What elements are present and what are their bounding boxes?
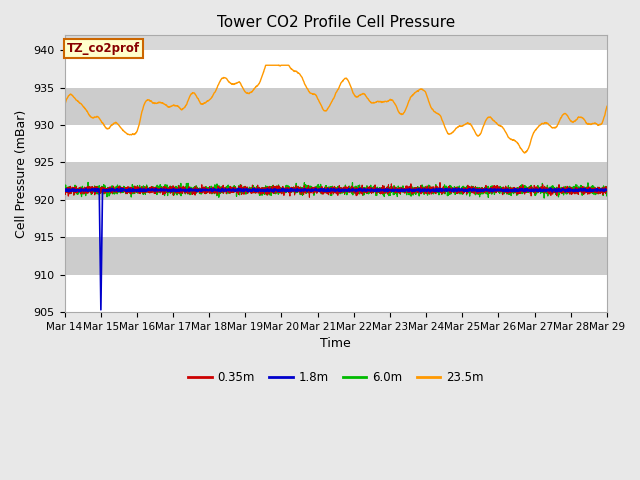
Y-axis label: Cell Pressure (mBar): Cell Pressure (mBar) — [15, 109, 28, 238]
Bar — [65, 50, 607, 88]
Legend: 0.35m, 1.8m, 6.0m, 23.5m: 0.35m, 1.8m, 6.0m, 23.5m — [183, 367, 488, 389]
X-axis label: Time: Time — [321, 337, 351, 350]
Bar — [65, 200, 607, 237]
Title: Tower CO2 Profile Cell Pressure: Tower CO2 Profile Cell Pressure — [216, 15, 455, 30]
Text: TZ_co2prof: TZ_co2prof — [67, 42, 140, 55]
Bar — [65, 237, 607, 275]
Bar — [65, 162, 607, 200]
Bar — [65, 125, 607, 162]
Bar — [65, 275, 607, 312]
Bar — [65, 88, 607, 125]
